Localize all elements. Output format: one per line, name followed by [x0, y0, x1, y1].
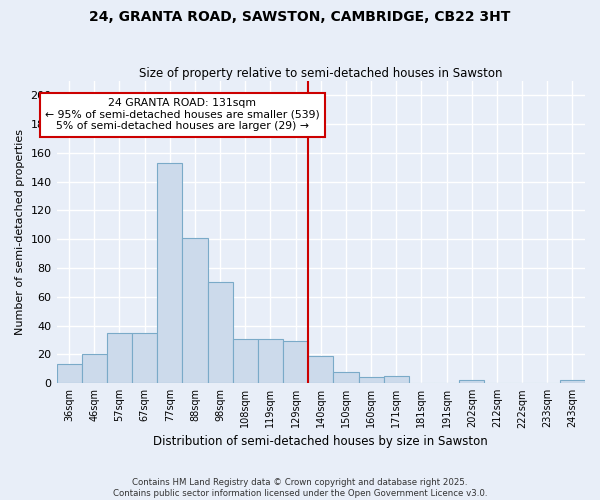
Title: Size of property relative to semi-detached houses in Sawston: Size of property relative to semi-detach…	[139, 66, 503, 80]
Y-axis label: Number of semi-detached properties: Number of semi-detached properties	[15, 129, 25, 335]
Bar	[308, 356, 334, 383]
Bar	[107, 333, 132, 383]
Text: 24 GRANTA ROAD: 131sqm
← 95% of semi-detached houses are smaller (539)
5% of sem: 24 GRANTA ROAD: 131sqm ← 95% of semi-det…	[45, 98, 320, 131]
Bar	[82, 354, 107, 383]
Bar	[258, 338, 283, 383]
Bar	[560, 380, 585, 383]
Bar	[132, 333, 157, 383]
Bar	[233, 338, 258, 383]
X-axis label: Distribution of semi-detached houses by size in Sawston: Distribution of semi-detached houses by …	[154, 434, 488, 448]
Bar	[208, 282, 233, 383]
Bar	[359, 378, 383, 383]
Bar	[182, 238, 208, 383]
Text: 24, GRANTA ROAD, SAWSTON, CAMBRIDGE, CB22 3HT: 24, GRANTA ROAD, SAWSTON, CAMBRIDGE, CB2…	[89, 10, 511, 24]
Bar	[56, 364, 82, 383]
Text: Contains HM Land Registry data © Crown copyright and database right 2025.
Contai: Contains HM Land Registry data © Crown c…	[113, 478, 487, 498]
Bar	[283, 342, 308, 383]
Bar	[383, 376, 409, 383]
Bar	[157, 163, 182, 383]
Bar	[334, 372, 359, 383]
Bar	[459, 380, 484, 383]
